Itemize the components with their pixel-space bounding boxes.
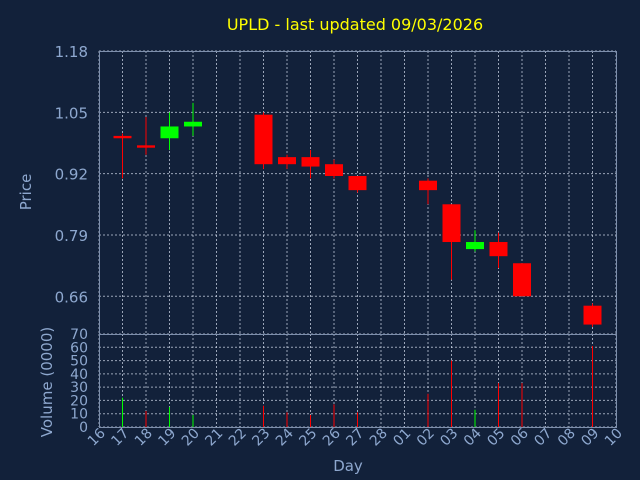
- volume-tick-label: 0: [79, 420, 88, 436]
- volume-tick-label: 70: [70, 327, 88, 343]
- candle-body: [466, 242, 484, 250]
- volume-tick-label: 60: [70, 340, 88, 356]
- candle-body: [184, 121, 202, 127]
- candle-body: [278, 157, 296, 165]
- price-tick-label: 0.92: [55, 166, 88, 184]
- price-axis-label: Price: [17, 174, 35, 211]
- day-axis-label: Day: [333, 457, 363, 475]
- candle-body: [254, 114, 273, 165]
- volume-tick-label: 40: [70, 367, 88, 383]
- price-tick-labels: 1.18 1.05 0.92 0.79 0.66: [55, 43, 88, 306]
- price-grid: [98, 50, 617, 334]
- volume-tick-label: 30: [70, 380, 88, 396]
- candle-body: [137, 145, 155, 148]
- price-tick-label: 1.05: [55, 104, 88, 122]
- chart-title: UPLD - last updated 09/03/2026: [227, 15, 483, 34]
- volume-tick-label: 10: [70, 407, 88, 423]
- volume-panel-frame: [99, 334, 617, 428]
- candle-body: [583, 305, 602, 325]
- candle-body: [160, 126, 179, 139]
- price-tick-label: 0.66: [55, 288, 88, 306]
- day-tick-labels: 16 17 18 19 20 21 22 23 24 25 26 27 28 01 02 03 04 05 06 07…: [85, 425, 626, 449]
- price-tick-label: 1.18: [55, 43, 88, 61]
- volume-tick-label: 50: [70, 354, 88, 370]
- candle-body: [442, 204, 461, 243]
- candle-body: [513, 263, 531, 297]
- candle-body: [301, 157, 320, 167]
- candle-body: [113, 135, 132, 139]
- candle-body: [489, 242, 508, 257]
- candle-body: [419, 180, 437, 191]
- volume-series: [122, 345, 593, 427]
- volume-axis-label: Volume (0000): [38, 327, 56, 437]
- candle-body: [348, 175, 367, 191]
- candle-body: [325, 164, 343, 176]
- candlestick-series: [113, 102, 602, 327]
- price-tick-label: 0.79: [55, 227, 88, 245]
- volume-tick-label: 20: [70, 393, 88, 409]
